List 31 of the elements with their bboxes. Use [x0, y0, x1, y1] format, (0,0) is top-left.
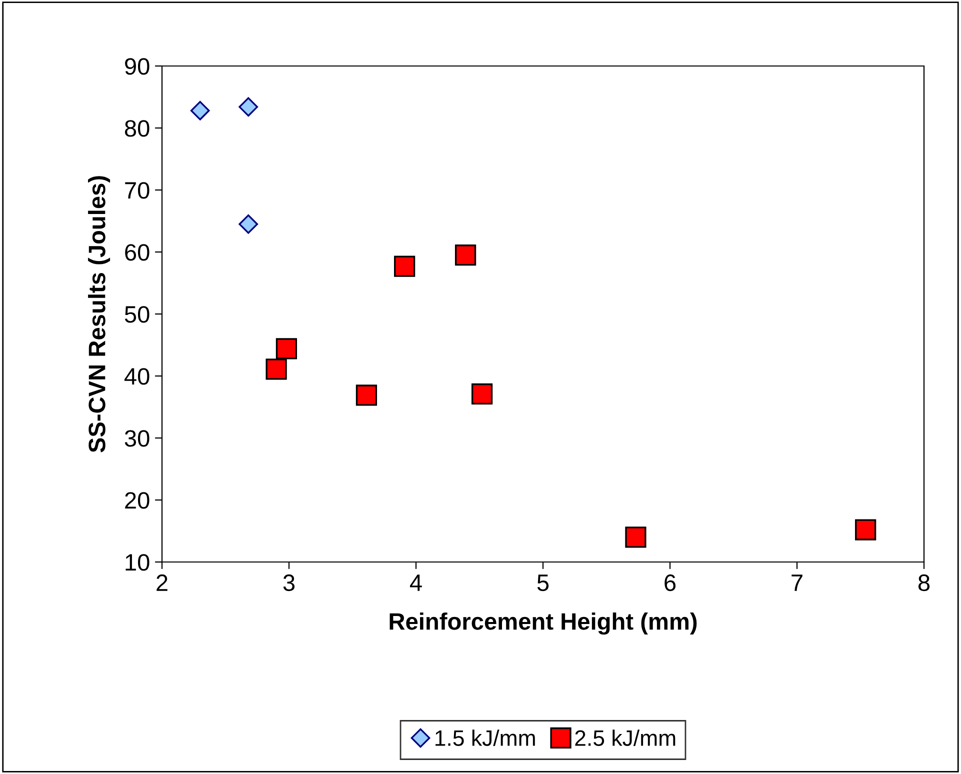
point: [394, 256, 416, 277]
y-tick-label: 20: [125, 492, 150, 509]
point: [238, 214, 258, 234]
y-axis-title: SS-CVN Results (Joules): [88, 176, 110, 452]
legend-label: 2.5 kJ/mm: [575, 730, 676, 746]
y-tick-label: 90: [125, 58, 150, 75]
x-tick-label: 4: [410, 574, 422, 591]
x-tick-label: 8: [918, 574, 930, 592]
point: [356, 384, 378, 406]
y-tick-label: 60: [125, 244, 150, 261]
point: [266, 358, 287, 380]
x-tick-label: 7: [792, 574, 802, 591]
point: [471, 383, 493, 405]
point: [238, 97, 258, 117]
y-tick-label: 50: [124, 306, 150, 323]
x-tick-label: 2: [156, 574, 168, 591]
y-tick-label: 40: [124, 368, 150, 385]
y-tick-label: 70: [125, 182, 150, 199]
x-tick-label: 3: [283, 574, 295, 592]
x-tick-label: 5: [537, 574, 549, 592]
y-tick-label: 30: [124, 430, 150, 447]
point: [625, 526, 646, 548]
x-tick-label: 6: [664, 574, 676, 592]
legend-label: 1.5 kJ/mm: [436, 730, 535, 746]
point: [276, 338, 298, 360]
point: [454, 244, 476, 266]
point: [855, 519, 876, 540]
x-axis-title: Reinforcement Height (mm): [390, 612, 697, 635]
point: [190, 100, 210, 120]
y-tick-label: 10: [126, 554, 150, 571]
y-tick-label: 80: [124, 120, 150, 137]
